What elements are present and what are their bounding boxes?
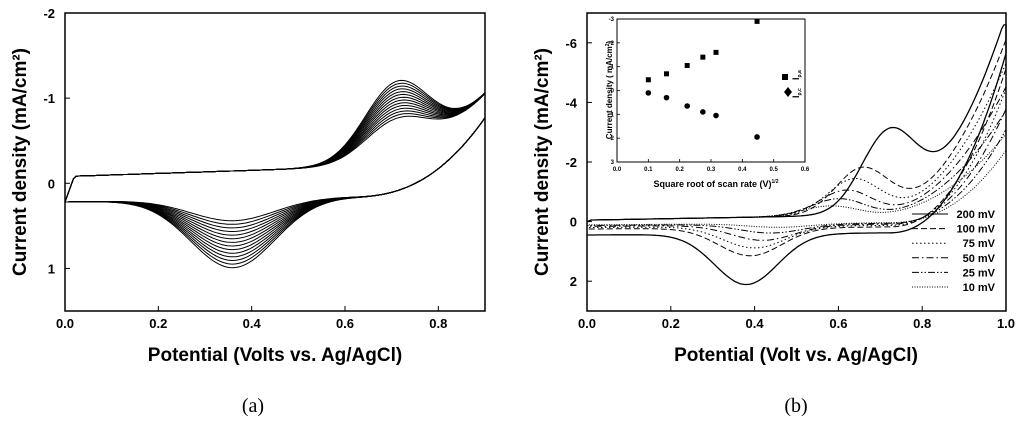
chart-b: 0.0 0.2 0.4 0.6 0.8 1.0 2 0 -2 -4 -6 Current densi… [532,12,1015,417]
chart-a-ytick-label: -1 [43,91,55,106]
chart-b-xtick-label: 1.0 [997,316,1015,331]
chart-a-ytick-label: 0 [48,176,55,191]
chart-a-panel-label: (a) [242,395,264,417]
inset-point-ipa [754,18,760,24]
inset-legend-swatch-ipa [782,74,788,80]
chart-a-xtick-label: 0.2 [149,316,167,331]
chart-a-curves [64,79,486,269]
chart-a-xtick-label: 0.0 [56,316,74,331]
chart-b-panel-label: (b) [784,395,807,417]
inset-ticks: 0.0 0.1 0.2 0.3 0.4 0.5 0.6 3 2 1 0 -1 -2 -3 [609,17,810,173]
inset-point-ipa [684,62,690,68]
inset-ylabel: Current density ( mA/cm2) [605,40,614,139]
chart-a-frame [64,12,486,312]
inset-ytick-label: 1 [611,112,615,118]
chart-b-xtick-label: 0.8 [913,316,931,331]
chart-a-xlabel: Potential (Volts vs. Ag/AgCl) [148,345,402,366]
inset-xtick-label: 0.3 [707,167,716,173]
chart-b-legend-label: 75 mV [963,238,996,250]
chart-b-xlabel: Potential (Volt vs. Ag/AgCl) [674,345,918,366]
chart-a-xtick-label: 0.6 [336,316,354,331]
inset-xtick-label: 0.1 [644,167,653,173]
inset-point-ipa [645,77,651,83]
inset-ytick-label: -2 [609,41,615,47]
chart-b-legend-label: 50 mV [963,253,996,265]
chart-a-cycle-line [64,82,486,265]
chart-b-inset: 0.0 0.1 0.2 0.3 0.4 0.5 0.6 3 2 1 0 -1 -2 -3 Square r… [605,17,810,189]
inset-point-ipa [713,49,719,55]
chart-a-ytick-label: 1 [48,261,55,276]
chart-a-xtick-label: 0.4 [243,316,262,331]
chart-a-ylabel: Current density (mA/cm²) [10,48,31,276]
chart-a-cycle-line [64,85,486,262]
inset-background [617,19,805,162]
chart-b-ylabel: Current density (mA/cm²) [532,48,553,276]
inset-point-ipc [700,109,706,115]
inset-points [645,18,760,140]
chart-b-ytick-label: -6 [565,36,577,51]
chart-a-cycle-line [64,92,486,232]
inset-xlabel: Square root of scan rate (V)1/2 [654,179,779,189]
chart-b-ytick-label: -4 [565,95,577,110]
inset-point-ipc [754,134,760,140]
inset-ytick-label: 0 [611,89,615,95]
inset-frame [616,18,806,163]
inset-point-ipc [663,94,670,101]
chart-b-xtick-label: 0.4 [746,316,765,331]
chart-a-xtick-label: 0.8 [429,316,447,331]
inset-xtick-label: 0.5 [769,167,778,173]
chart-b-frame [586,12,1007,312]
chart-a-cycle-line [64,92,486,229]
chart-b-xtick-label: 0.0 [578,316,596,331]
chart-b-legend-label: 100 mV [956,224,995,236]
inset-xtick-label: 0.0 [613,167,622,173]
inset-ytick-label: -3 [609,17,615,23]
inset-ytick-label: -1 [609,65,615,71]
inset-point-ipa [664,71,670,77]
chart-b-legend-label: 200 mV [956,209,995,221]
inset-ytick-label: 2 [611,136,615,142]
chart-b-legend: 200 mV 100 mV 75 mV 50 mV 25 mV 10 mV [912,209,996,294]
inset-legend-label-ipc: Ip,c [791,88,803,98]
chart-a-ticks: 0.0 0.2 0.4 0.6 0.8 1 0 -1 -2 [43,6,447,331]
inset-point-ipc [645,90,652,96]
chart-b-legend-label: 10 mV [963,282,996,294]
inset-xtick-label: 0.2 [675,167,684,173]
chart-a: 0.0 0.2 0.4 0.6 0.8 1 0 -1 -2 Current density (m… [10,6,486,417]
inset-point-ipc [684,103,690,109]
inset-xtick-label: 0.4 [738,167,747,173]
chart-b-xtick-label: 0.2 [662,316,680,331]
inset-point-ipc [713,112,719,119]
chart-b-ytick-label: 0 [570,215,577,230]
inset-legend-label-ipa: Ip,a [791,70,803,80]
inset-xtick-label: 0.6 [801,167,810,173]
chart-b-series-line [586,132,1007,228]
inset-legend: Ip,a Ip,c [782,70,803,98]
inset-legend-swatch-ipc [784,87,792,97]
chart-b-legend-label: 25 mV [963,267,996,279]
chart-a-cycle-line [64,79,486,269]
chart-a-ytick-label: -2 [43,6,55,21]
chart-b-xtick-label: 0.6 [829,316,847,331]
inset-point-ipa [700,54,706,60]
inset-ytick-label: 3 [611,160,615,166]
chart-b-ytick-label: -2 [565,155,577,170]
chart-b-ytick-label: 2 [570,274,577,289]
chart-b-series-line [586,108,1007,234]
